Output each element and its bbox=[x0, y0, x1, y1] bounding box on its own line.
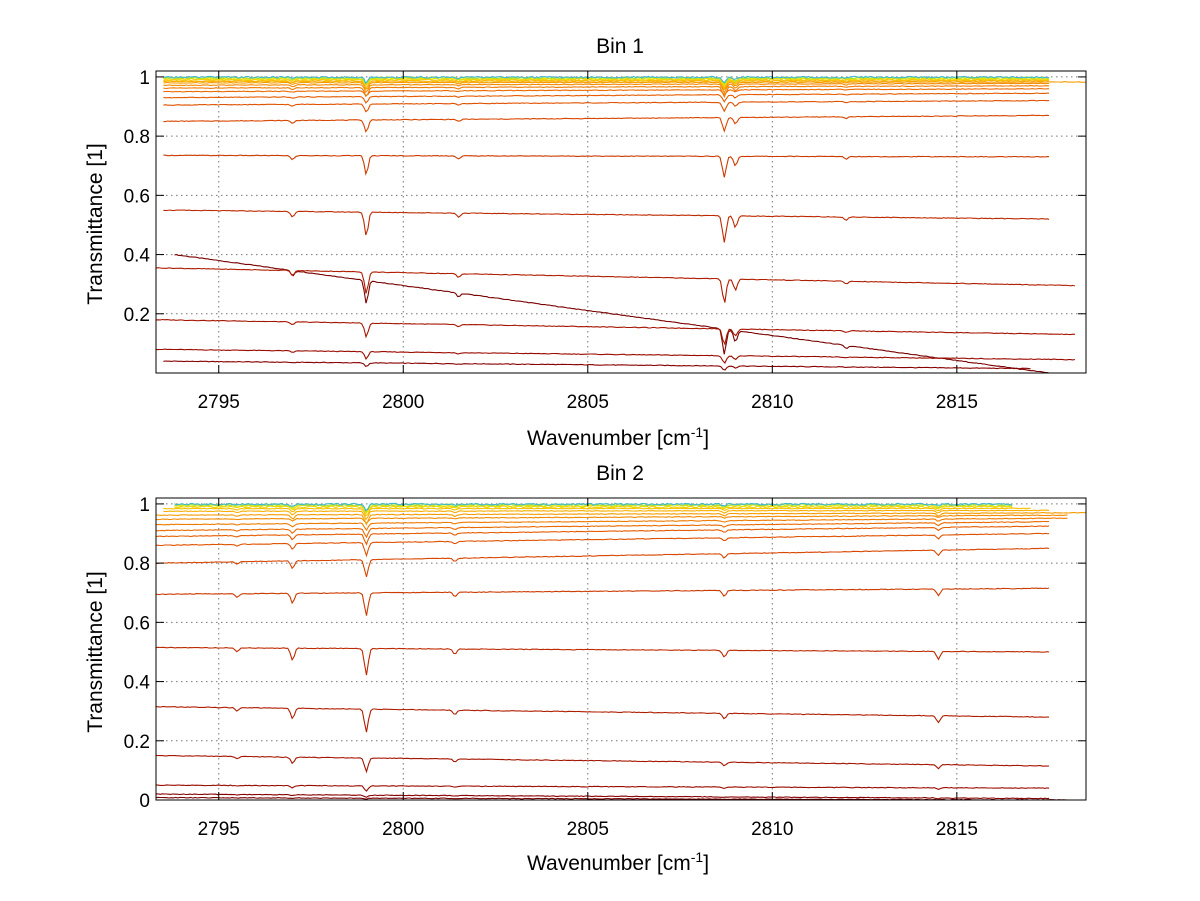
x-axis-label: Wavenumber [cm-1] bbox=[527, 424, 709, 450]
spectrum-series-line bbox=[156, 348, 1075, 364]
spectrum-series-line bbox=[163, 99, 1050, 113]
spectrum-series-line bbox=[155, 525, 1050, 546]
x-tick-label: 2800 bbox=[382, 392, 424, 413]
y-axis-label: Transmittance [1] bbox=[84, 143, 107, 304]
y-tick-label: 0 bbox=[139, 791, 150, 812]
x-axis-label-main: Wavenumber [cm bbox=[527, 852, 691, 875]
plot-panel-bin-1: Bin 1 2795 2800 2805 2810 2815 0.2 0.4 0.6 0.8 1… bbox=[84, 35, 1087, 450]
spectrum-series-line bbox=[163, 82, 1050, 94]
spectrum-series-line bbox=[155, 520, 1050, 539]
axes-box bbox=[155, 497, 1087, 801]
axes-box bbox=[155, 70, 1087, 374]
spectrum-series-line bbox=[156, 511, 1087, 526]
spectrum-series-line bbox=[163, 154, 1050, 178]
x-tick-label: 2815 bbox=[936, 819, 978, 840]
y-tick-label: 0.6 bbox=[124, 186, 150, 207]
spectrum-series-line bbox=[156, 784, 1050, 792]
y-ticks: 0.2 0.4 0.6 0.8 1 bbox=[124, 68, 1086, 326]
x-tick-label: 2805 bbox=[567, 392, 609, 413]
spectrum-series-line bbox=[174, 254, 1050, 374]
series-layer bbox=[155, 75, 1086, 374]
y-axis-label: Transmittance [1] bbox=[84, 571, 107, 732]
x-tick-label: 2800 bbox=[382, 819, 424, 840]
spectrum-series-line bbox=[163, 79, 1050, 90]
spectrum-series-line bbox=[174, 502, 1013, 512]
plot-panel-bin-2: Bin 2 2795 2800 2805 2810 2815 0 0.2 0.4 0.6 0.8… bbox=[84, 462, 1087, 875]
y-tick-label: 0.2 bbox=[124, 305, 150, 326]
x-tick-label: 2810 bbox=[751, 392, 793, 413]
spectrum-series-line bbox=[163, 75, 1050, 85]
y-tick-label: 1 bbox=[139, 495, 150, 516]
spectrum-series-line bbox=[163, 81, 1086, 91]
x-tick-label: 2810 bbox=[751, 819, 793, 840]
y-tick-label: 0.8 bbox=[124, 127, 150, 148]
grid-layer bbox=[156, 498, 1086, 801]
spectrum-series-line bbox=[155, 754, 1050, 774]
y-tick-label: 1 bbox=[139, 68, 150, 89]
spectrum-series-line bbox=[163, 209, 1050, 243]
spectrum-series-line bbox=[155, 646, 1050, 676]
spectrum-series-line bbox=[155, 706, 1050, 733]
grid-layer bbox=[156, 71, 1086, 373]
x-axis-label-superscript: -1 bbox=[691, 424, 704, 440]
spectrum-series-line bbox=[156, 547, 1050, 578]
x-axis-label: Wavenumber [cm-1] bbox=[527, 849, 709, 875]
x-tick-label: 2815 bbox=[936, 392, 978, 413]
spectrum-series-line bbox=[156, 793, 1050, 800]
spectrum-series-line bbox=[155, 532, 1050, 558]
x-axis-label-suffix: ] bbox=[703, 427, 709, 450]
spectrum-series-line bbox=[163, 507, 1031, 517]
spectrum-series-line bbox=[155, 514, 1068, 525]
x-tick-label: 2805 bbox=[567, 819, 609, 840]
spectrum-series-line bbox=[163, 92, 1050, 104]
x-ticks: 2795 2800 2805 2810 2815 bbox=[198, 71, 978, 413]
y-tick-label: 0.4 bbox=[124, 246, 151, 267]
spectrum-series-line bbox=[163, 509, 1050, 521]
y-tick-label: 0.8 bbox=[124, 554, 150, 575]
x-axis-label-superscript: -1 bbox=[691, 849, 704, 865]
x-tick-label: 2795 bbox=[198, 819, 240, 840]
spectrum-series-line bbox=[163, 114, 1050, 133]
y-tick-label: 0.6 bbox=[124, 613, 150, 634]
spectrum-series-line bbox=[163, 85, 1050, 99]
plot-title: Bin 2 bbox=[596, 462, 644, 485]
spectrum-series-line bbox=[163, 87, 1050, 97]
spectrum-series-line bbox=[163, 360, 1031, 371]
x-ticks: 2795 2800 2805 2810 2815 bbox=[198, 498, 978, 840]
spectrum-series-line bbox=[155, 587, 1050, 616]
x-axis-label-main: Wavenumber [cm bbox=[527, 427, 691, 450]
plot-title: Bin 1 bbox=[596, 35, 644, 58]
spectrum-series-line bbox=[155, 267, 1076, 303]
x-tick-label: 2795 bbox=[198, 392, 240, 413]
y-tick-label: 0.2 bbox=[124, 732, 150, 753]
spectrum-series-line bbox=[155, 318, 1075, 346]
x-axis-label-suffix: ] bbox=[703, 852, 709, 875]
spectrum-series-line bbox=[156, 517, 1068, 532]
y-ticks: 0 0.2 0.4 0.6 0.8 1 bbox=[124, 495, 1086, 812]
series-layer bbox=[155, 502, 1087, 801]
y-tick-label: 0.4 bbox=[124, 673, 151, 694]
